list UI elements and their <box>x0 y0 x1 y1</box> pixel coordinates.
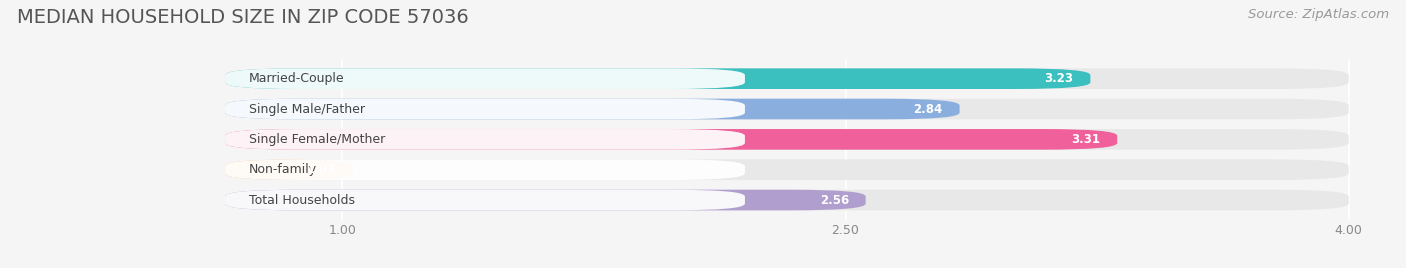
Text: 2.56: 2.56 <box>820 193 849 207</box>
FancyBboxPatch shape <box>225 99 1348 119</box>
Text: 3.31: 3.31 <box>1071 133 1101 146</box>
Text: 2.84: 2.84 <box>914 103 943 116</box>
Text: 3.23: 3.23 <box>1045 72 1074 85</box>
FancyBboxPatch shape <box>225 190 745 210</box>
Text: Total Households: Total Households <box>249 193 354 207</box>
Text: Single Female/Mother: Single Female/Mother <box>249 133 385 146</box>
Text: Single Male/Father: Single Male/Father <box>249 103 364 116</box>
FancyBboxPatch shape <box>225 190 866 210</box>
FancyBboxPatch shape <box>225 68 745 89</box>
FancyBboxPatch shape <box>225 159 353 180</box>
FancyBboxPatch shape <box>225 99 745 119</box>
FancyBboxPatch shape <box>225 129 1348 150</box>
FancyBboxPatch shape <box>225 129 1118 150</box>
Text: 1.03: 1.03 <box>307 163 336 176</box>
Text: Non-family: Non-family <box>249 163 316 176</box>
Text: MEDIAN HOUSEHOLD SIZE IN ZIP CODE 57036: MEDIAN HOUSEHOLD SIZE IN ZIP CODE 57036 <box>17 8 468 27</box>
FancyBboxPatch shape <box>225 129 745 150</box>
FancyBboxPatch shape <box>225 159 745 180</box>
FancyBboxPatch shape <box>225 68 1348 89</box>
FancyBboxPatch shape <box>225 159 1348 180</box>
FancyBboxPatch shape <box>225 68 1091 89</box>
FancyBboxPatch shape <box>225 190 1348 210</box>
Text: Married-Couple: Married-Couple <box>249 72 344 85</box>
Text: Source: ZipAtlas.com: Source: ZipAtlas.com <box>1249 8 1389 21</box>
FancyBboxPatch shape <box>225 99 959 119</box>
